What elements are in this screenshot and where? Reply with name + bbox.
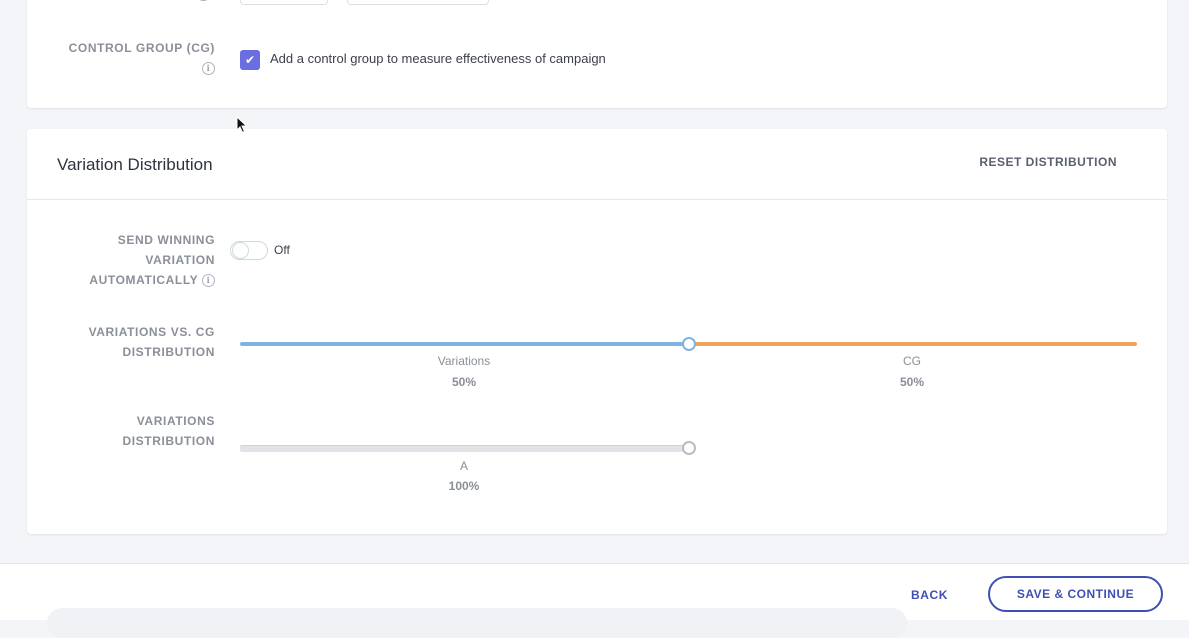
variations-vs-cg-label: VARIATIONS VS. CG DISTRIBUTION bbox=[88, 325, 215, 359]
check-icon: ✔ bbox=[244, 53, 256, 67]
cg-track[interactable] bbox=[688, 342, 1137, 346]
toggle-knob bbox=[232, 242, 249, 259]
cg-segment-name: CG bbox=[903, 354, 921, 368]
footer-panel bbox=[47, 608, 907, 638]
control-group-label: CONTROL GROUP (CG) i bbox=[68, 41, 215, 76]
variations-segment-name: Variations bbox=[437, 354, 491, 368]
campaign-settings-card: CONTROL GROUP (CG) i ✔ Add a control gro… bbox=[27, 0, 1167, 108]
distribution-slider-handle[interactable] bbox=[682, 337, 696, 351]
send-winning-toggle[interactable] bbox=[230, 241, 268, 260]
variation-a-value: 100% bbox=[448, 479, 480, 493]
control-group-checkbox-label[interactable]: Add a control group to measure effective… bbox=[270, 51, 606, 66]
variation-a-track[interactable] bbox=[240, 445, 688, 452]
toggle-state-label: Off bbox=[274, 243, 290, 257]
footer-bar: BACK SAVE & CONTINUE bbox=[0, 563, 1189, 638]
reset-distribution-button[interactable]: RESET DISTRIBUTION bbox=[979, 155, 1117, 169]
input-field[interactable] bbox=[347, 0, 489, 5]
cg-segment-value: 50% bbox=[899, 375, 925, 389]
variations-distribution-label: VARIATIONS DISTRIBUTION bbox=[122, 414, 215, 448]
variation-slider-handle[interactable] bbox=[682, 441, 696, 455]
save-continue-button[interactable]: SAVE & CONTINUE bbox=[988, 576, 1163, 612]
info-icon[interactable]: i bbox=[202, 274, 215, 288]
section-title: Variation Distribution bbox=[57, 155, 213, 174]
input-field[interactable] bbox=[240, 0, 328, 5]
back-button[interactable]: BACK bbox=[911, 588, 949, 602]
variation-a-name: A bbox=[459, 459, 468, 473]
mouse-cursor-icon bbox=[236, 116, 248, 134]
control-group-checkbox[interactable]: ✔ bbox=[240, 50, 260, 70]
variations-segment-value: 50% bbox=[451, 375, 477, 389]
info-icon[interactable]: i bbox=[202, 62, 215, 76]
info-icon[interactable] bbox=[197, 0, 210, 1]
divider bbox=[27, 199, 1167, 200]
send-winning-label: SEND WINNING VARIATION AUTOMATICALLY i bbox=[89, 233, 215, 288]
variations-track[interactable] bbox=[240, 342, 688, 346]
variation-distribution-card: Variation Distribution RESET DISTRIBUTIO… bbox=[27, 129, 1167, 534]
